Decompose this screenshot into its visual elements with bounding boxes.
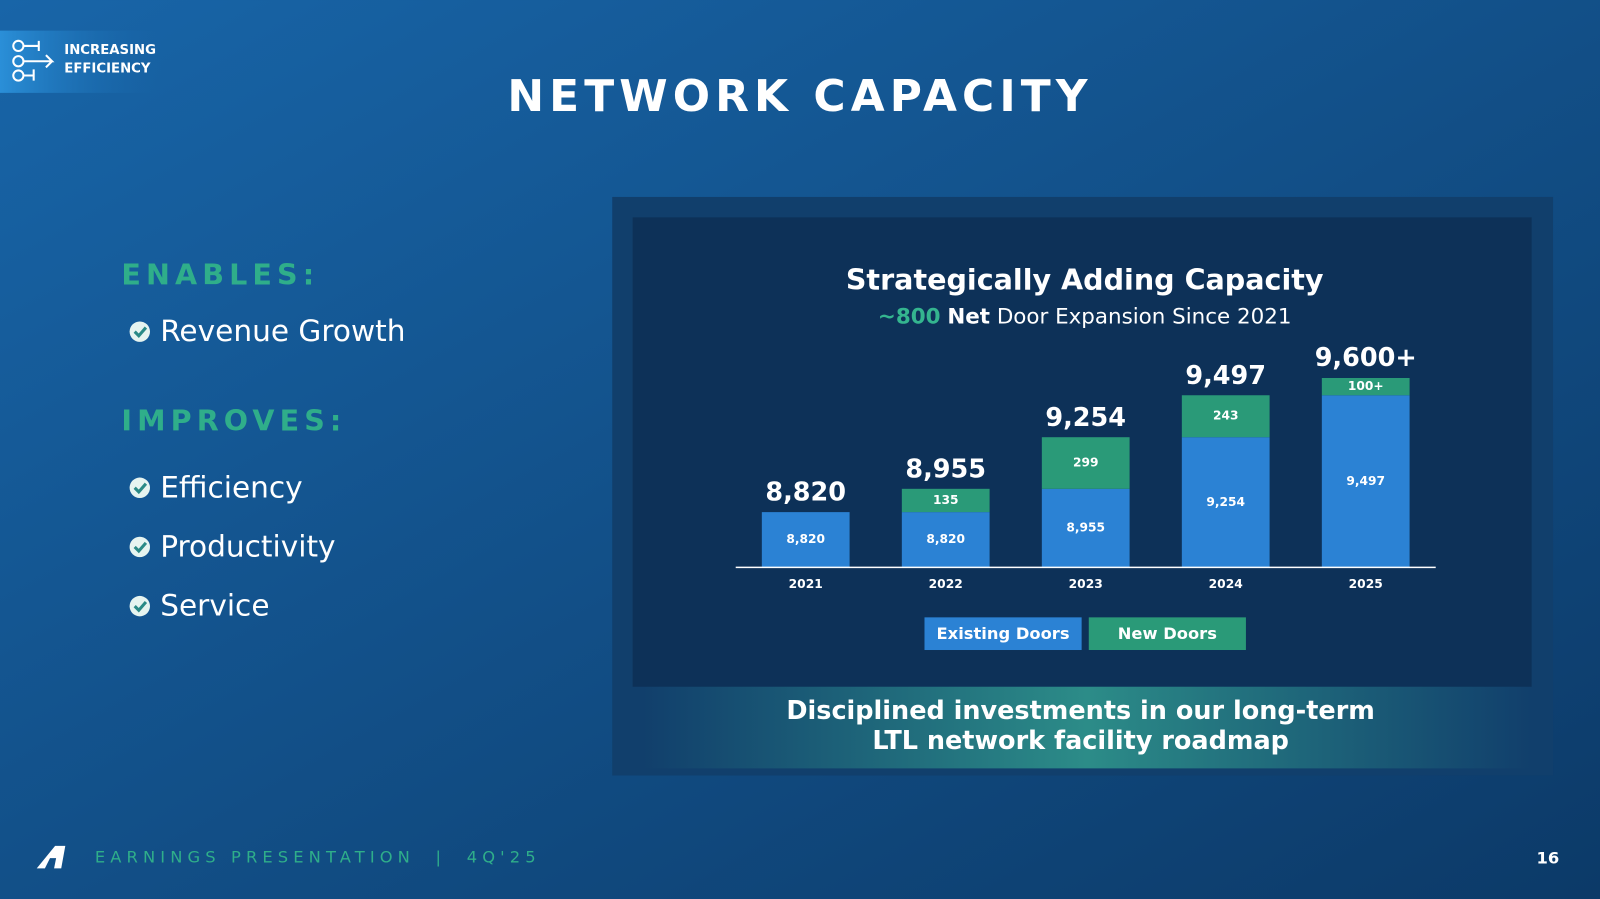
check-mark (133, 326, 148, 338)
footer: EARNINGS PRESENTATION | 4Q'25 (95, 848, 541, 867)
subtitle-bold: Net (947, 304, 990, 329)
bullet-text: Service (160, 589, 269, 623)
callout-bg (642, 686, 1531, 769)
total-label: 9,254 (1045, 403, 1126, 433)
bar-segment (1321, 377, 1410, 396)
callout-text: Disciplined investments in our long-term (786, 696, 1374, 726)
page-number: 16 (1536, 849, 1559, 868)
check-icon (129, 477, 150, 498)
check-icon (129, 536, 150, 558)
bar-label: 8,820 (786, 532, 825, 546)
x-tick-label: 2022 (929, 577, 963, 591)
bullet-text: Productivity (160, 529, 335, 563)
logo (36, 845, 66, 869)
bar-segment (1041, 437, 1130, 489)
x-tick-label: 2023 (1069, 577, 1103, 591)
badge-icon (12, 39, 55, 82)
legend-swatch (1088, 617, 1246, 651)
bar-segment (1181, 437, 1270, 568)
check-icon (129, 321, 150, 342)
x-tick-label: 2021 (789, 577, 823, 591)
bar-label: 243 (1213, 409, 1239, 423)
check-mark (133, 482, 148, 495)
bar-label: 9,254 (1206, 495, 1245, 509)
x-tick-label: 2024 (1209, 577, 1243, 591)
bar-label: 8,955 (1066, 521, 1105, 535)
section-heading: ENABLES: (121, 258, 319, 292)
legend-swatch (924, 617, 1082, 651)
bar-label: 135 (933, 493, 959, 507)
subtitle-highlight: ~800 (878, 304, 941, 329)
chart-title: Strategically Adding Capacity (846, 263, 1324, 297)
bar-segment (901, 488, 990, 513)
slide-title: NETWORK CAPACITY (507, 71, 1092, 122)
section-heading: IMPROVES: (121, 403, 346, 437)
bar-segment (1181, 395, 1270, 438)
check-mark (133, 541, 148, 554)
badge-text: INCREASING (64, 43, 156, 58)
callout-text: LTL network facility roadmap (872, 726, 1289, 756)
check-mark (133, 601, 148, 613)
total-label: 8,820 (765, 478, 846, 508)
badge-text: EFFICIENCY (64, 61, 151, 76)
total-label: 8,955 (905, 454, 986, 484)
x-tick-label: 2025 (1349, 577, 1383, 591)
legend-label: New Doors (1118, 624, 1217, 643)
bullet-text: Revenue Growth (160, 314, 405, 348)
bar-label: 100+ (1348, 379, 1384, 393)
check-icon (129, 595, 150, 617)
bar-segment (1041, 488, 1130, 568)
chart-subtitle: ~800 Net Door Expansion Since 2021 (878, 304, 1292, 329)
bar-segment (761, 512, 850, 568)
total-label: 9,497 (1185, 361, 1266, 391)
bar-segment (901, 512, 990, 568)
bar-label: 299 (1073, 456, 1099, 470)
bar-label: 8,820 (926, 532, 965, 546)
bar-label: 9,497 (1346, 474, 1385, 488)
bar-segment (1321, 395, 1410, 568)
bullet-text: Efficiency (160, 470, 302, 504)
total-label: 9,600+ (1315, 343, 1417, 373)
legend-label: Existing Doors (937, 624, 1070, 643)
subtitle-text: Door Expansion Since 2021 (997, 304, 1292, 329)
